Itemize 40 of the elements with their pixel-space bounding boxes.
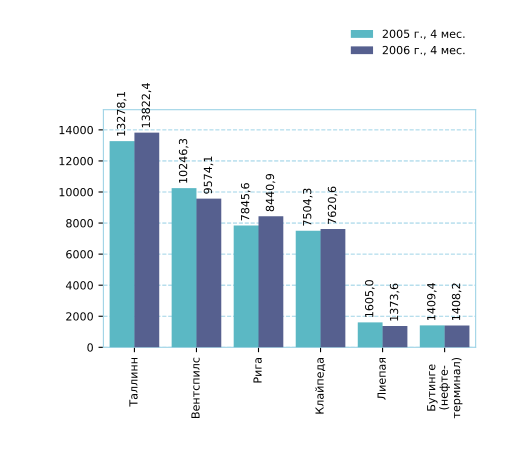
y-tick-label: 4000 xyxy=(66,281,93,290)
y-tick-label: 12000 xyxy=(60,156,93,166)
bar xyxy=(172,188,196,348)
data-label: 1408,2 xyxy=(452,284,462,320)
y-tick-label: 0 xyxy=(87,343,93,352)
y-tick-label: 14000 xyxy=(60,126,93,134)
data-label: 1605,0 xyxy=(364,280,375,318)
x-tick-label: Бутинге (нефте- терминал) xyxy=(427,358,462,418)
bar xyxy=(234,225,258,348)
x-tick-label: Таллинн xyxy=(129,358,138,407)
bar xyxy=(420,325,445,348)
y-tick-label: 6000 xyxy=(66,250,93,259)
data-label: 9574,1 xyxy=(204,156,214,194)
data-label: 13278,1 xyxy=(116,92,126,136)
data-label: 10246,3 xyxy=(178,138,188,183)
data-label: 8440,9 xyxy=(266,174,276,212)
x-tick-label: Клайпеда xyxy=(315,358,326,414)
x-tick-label: Вентспилс xyxy=(191,358,200,418)
bar xyxy=(110,141,134,348)
y-tick-label: 10000 xyxy=(60,188,93,196)
y-tick-label: 2000 xyxy=(66,312,93,321)
data-label: 7620,6 xyxy=(328,186,338,224)
bar xyxy=(358,322,383,348)
data-label: 1373,6 xyxy=(390,284,400,321)
y-tick-label: 8000 xyxy=(66,219,93,228)
bar xyxy=(444,325,470,348)
bar xyxy=(382,326,408,348)
bar xyxy=(258,216,284,348)
legend-label: 2005 г., 4 мес. xyxy=(382,30,464,40)
bar xyxy=(134,132,160,348)
data-label: 13822,4 xyxy=(142,83,152,128)
data-label: 7504,3 xyxy=(302,188,312,226)
x-tick-label: Лиепая xyxy=(378,358,386,400)
bar xyxy=(296,230,321,348)
data-label: 7845,6 xyxy=(240,183,250,220)
x-tick-label: Рига xyxy=(253,358,262,383)
data-label: 1409,4 xyxy=(427,283,437,320)
legend-label: 2006 г., 4 мес. xyxy=(382,46,464,56)
bar xyxy=(196,198,222,348)
bar xyxy=(320,228,346,348)
